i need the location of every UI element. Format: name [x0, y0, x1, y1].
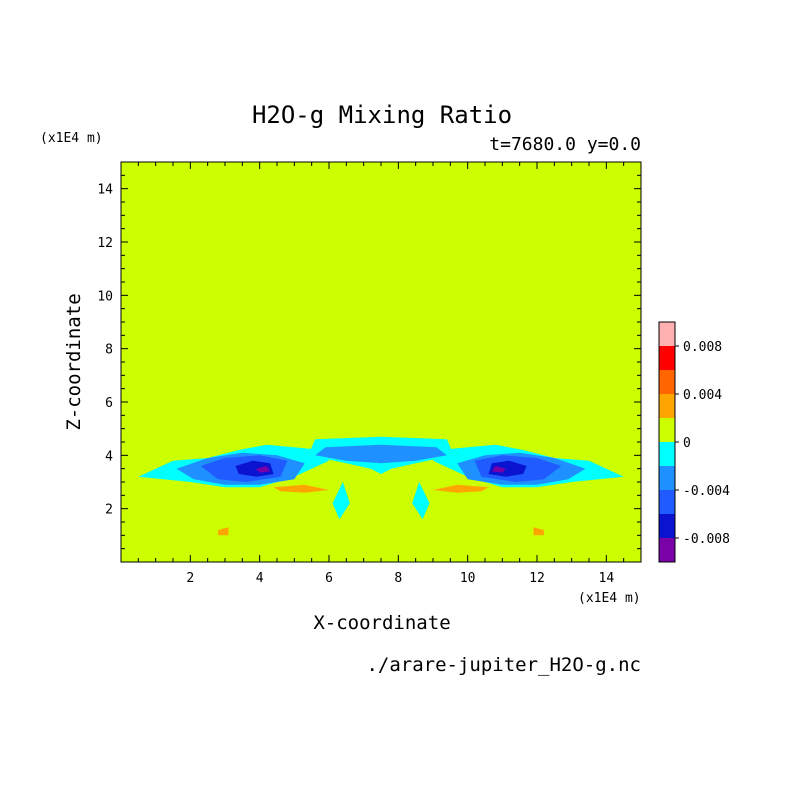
y-axis-label: Z-coordinate — [63, 293, 85, 430]
colorbar-swatch — [659, 394, 675, 418]
contour-region-3 — [211, 252, 323, 274]
contour-region-27 — [533, 527, 544, 536]
colorbar: 0.008 0.004 0 -0.004 -0.008 — [658, 321, 730, 563]
contour-region-8 — [287, 402, 305, 421]
colorbar-swatch — [659, 466, 675, 490]
x-tick-label: 2 — [186, 571, 194, 586]
x-tick-label: 6 — [325, 571, 333, 586]
x-unit-label: (x1E4 m) — [578, 591, 641, 606]
colorbar-tick-label: 0 — [683, 436, 691, 451]
x-tick-label: 4 — [256, 571, 264, 586]
plot-area — [121, 162, 641, 562]
chart-subtitle: t=7680.0 y=0.0 — [489, 134, 641, 155]
colorbar-tick-label: -0.004 — [683, 484, 730, 499]
y-tick-label: 2 — [105, 503, 113, 518]
contour-region-2 — [505, 274, 641, 482]
colorbar-swatch — [659, 514, 675, 538]
x-axis-label: X-coordinate — [313, 612, 450, 634]
chart-title: H2O-g Mixing Ratio — [252, 101, 512, 129]
y-unit-label: (x1E4 m) — [40, 131, 103, 146]
contour-region-26 — [218, 527, 229, 536]
axes: 2 4 6 8 10 12 14 2 4 6 8 10 12 14 — [97, 161, 642, 586]
contour-region-4 — [439, 252, 551, 274]
x-tick-label: 14 — [599, 571, 615, 586]
y-tick-label: 4 — [105, 449, 113, 464]
colorbar-swatch — [659, 370, 675, 394]
colorbar-swatch — [659, 490, 675, 514]
y-tick-label: 12 — [97, 236, 113, 251]
colorbar-tick-label: 0.008 — [683, 340, 722, 355]
source-file-label: ./arare-jupiter_H2O-g.nc — [366, 654, 641, 676]
x-tick-label: 12 — [529, 571, 545, 586]
contour-region-23 — [491, 466, 506, 473]
contour-region-9 — [457, 402, 475, 421]
y-tick-label: 6 — [105, 396, 113, 411]
y-tick-label: 10 — [97, 289, 113, 304]
colorbar-swatch — [659, 538, 675, 562]
x-tick-label: 8 — [394, 571, 402, 586]
colorbar-swatch — [659, 442, 675, 466]
colorbar-tick-label: -0.008 — [683, 532, 730, 547]
colorbar-tick-label: 0.004 — [683, 388, 722, 403]
contour-region-20 — [235, 460, 274, 477]
contour-region-1 — [121, 274, 257, 482]
contour-region-5 — [290, 247, 472, 314]
contour-region-14 — [412, 482, 430, 520]
colorbar-swatch — [659, 322, 675, 346]
contour-region-13 — [332, 482, 350, 520]
y-tick-label: 14 — [97, 183, 113, 198]
contour-region-7 — [415, 338, 468, 392]
contour-region-24 — [273, 484, 329, 493]
colorbar-swatch — [659, 346, 675, 370]
colorbar-swatch — [659, 418, 675, 442]
x-tick-label: 10 — [460, 571, 476, 586]
y-tick-label: 8 — [105, 343, 113, 358]
contour-region-6 — [294, 338, 347, 392]
contour-region-25 — [433, 484, 489, 493]
contour-region-22 — [256, 466, 271, 473]
contour-region-21 — [488, 460, 527, 477]
contour-region-17 — [315, 444, 447, 464]
